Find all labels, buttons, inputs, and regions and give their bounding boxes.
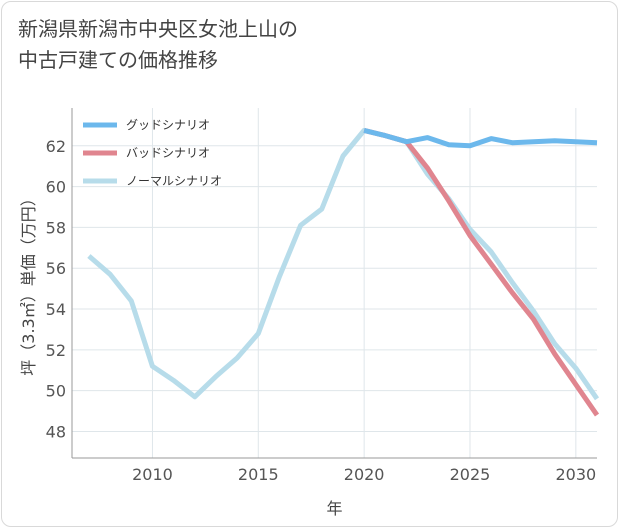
- x-tick-label-2025: 2025: [450, 465, 491, 484]
- x-tick-label-2015: 2015: [238, 465, 279, 484]
- x-axis-title: 年: [326, 499, 342, 518]
- y-tick-label-60: 60: [46, 178, 66, 197]
- legend-label-0: グッドシナリオ: [126, 118, 210, 132]
- axes: 2010 2015 2020 2025 2030 48 50 52 54 56 58 60 62: [46, 108, 597, 484]
- grid: [72, 108, 597, 458]
- series-layer: [87, 127, 600, 417]
- x-tick-label-2030: 2030: [555, 465, 596, 484]
- x-tick-label-2010: 2010: [132, 465, 173, 484]
- y-tick-label-50: 50: [46, 382, 66, 401]
- y-tick-label-62: 62: [46, 137, 66, 156]
- y-axis-title: 坪（3.3㎡）単価（万円）: [19, 190, 38, 375]
- chart-title: 新潟県新潟市中央区女池上山の 中古戸建ての価格推移: [18, 14, 438, 76]
- y-tick-label-48: 48: [46, 422, 66, 441]
- y-tick-label-54: 54: [46, 300, 66, 319]
- y-tick-label-58: 58: [46, 218, 66, 237]
- chart-title-line-2: 中古戸建ての価格推移: [18, 48, 218, 72]
- series-line-0: [363, 127, 598, 149]
- chart-title-line-1: 新潟県新潟市中央区女池上山の: [18, 17, 298, 41]
- legend-label-1: バッドシナリオ: [126, 146, 210, 160]
- series-line-2: [87, 127, 600, 401]
- x-tick-label-2020: 2020: [344, 465, 385, 484]
- legend-label-2: ノーマルシナリオ: [126, 174, 222, 188]
- y-tick-label-56: 56: [46, 259, 66, 278]
- y-tick-label-52: 52: [46, 341, 66, 360]
- series-line-1: [363, 127, 600, 417]
